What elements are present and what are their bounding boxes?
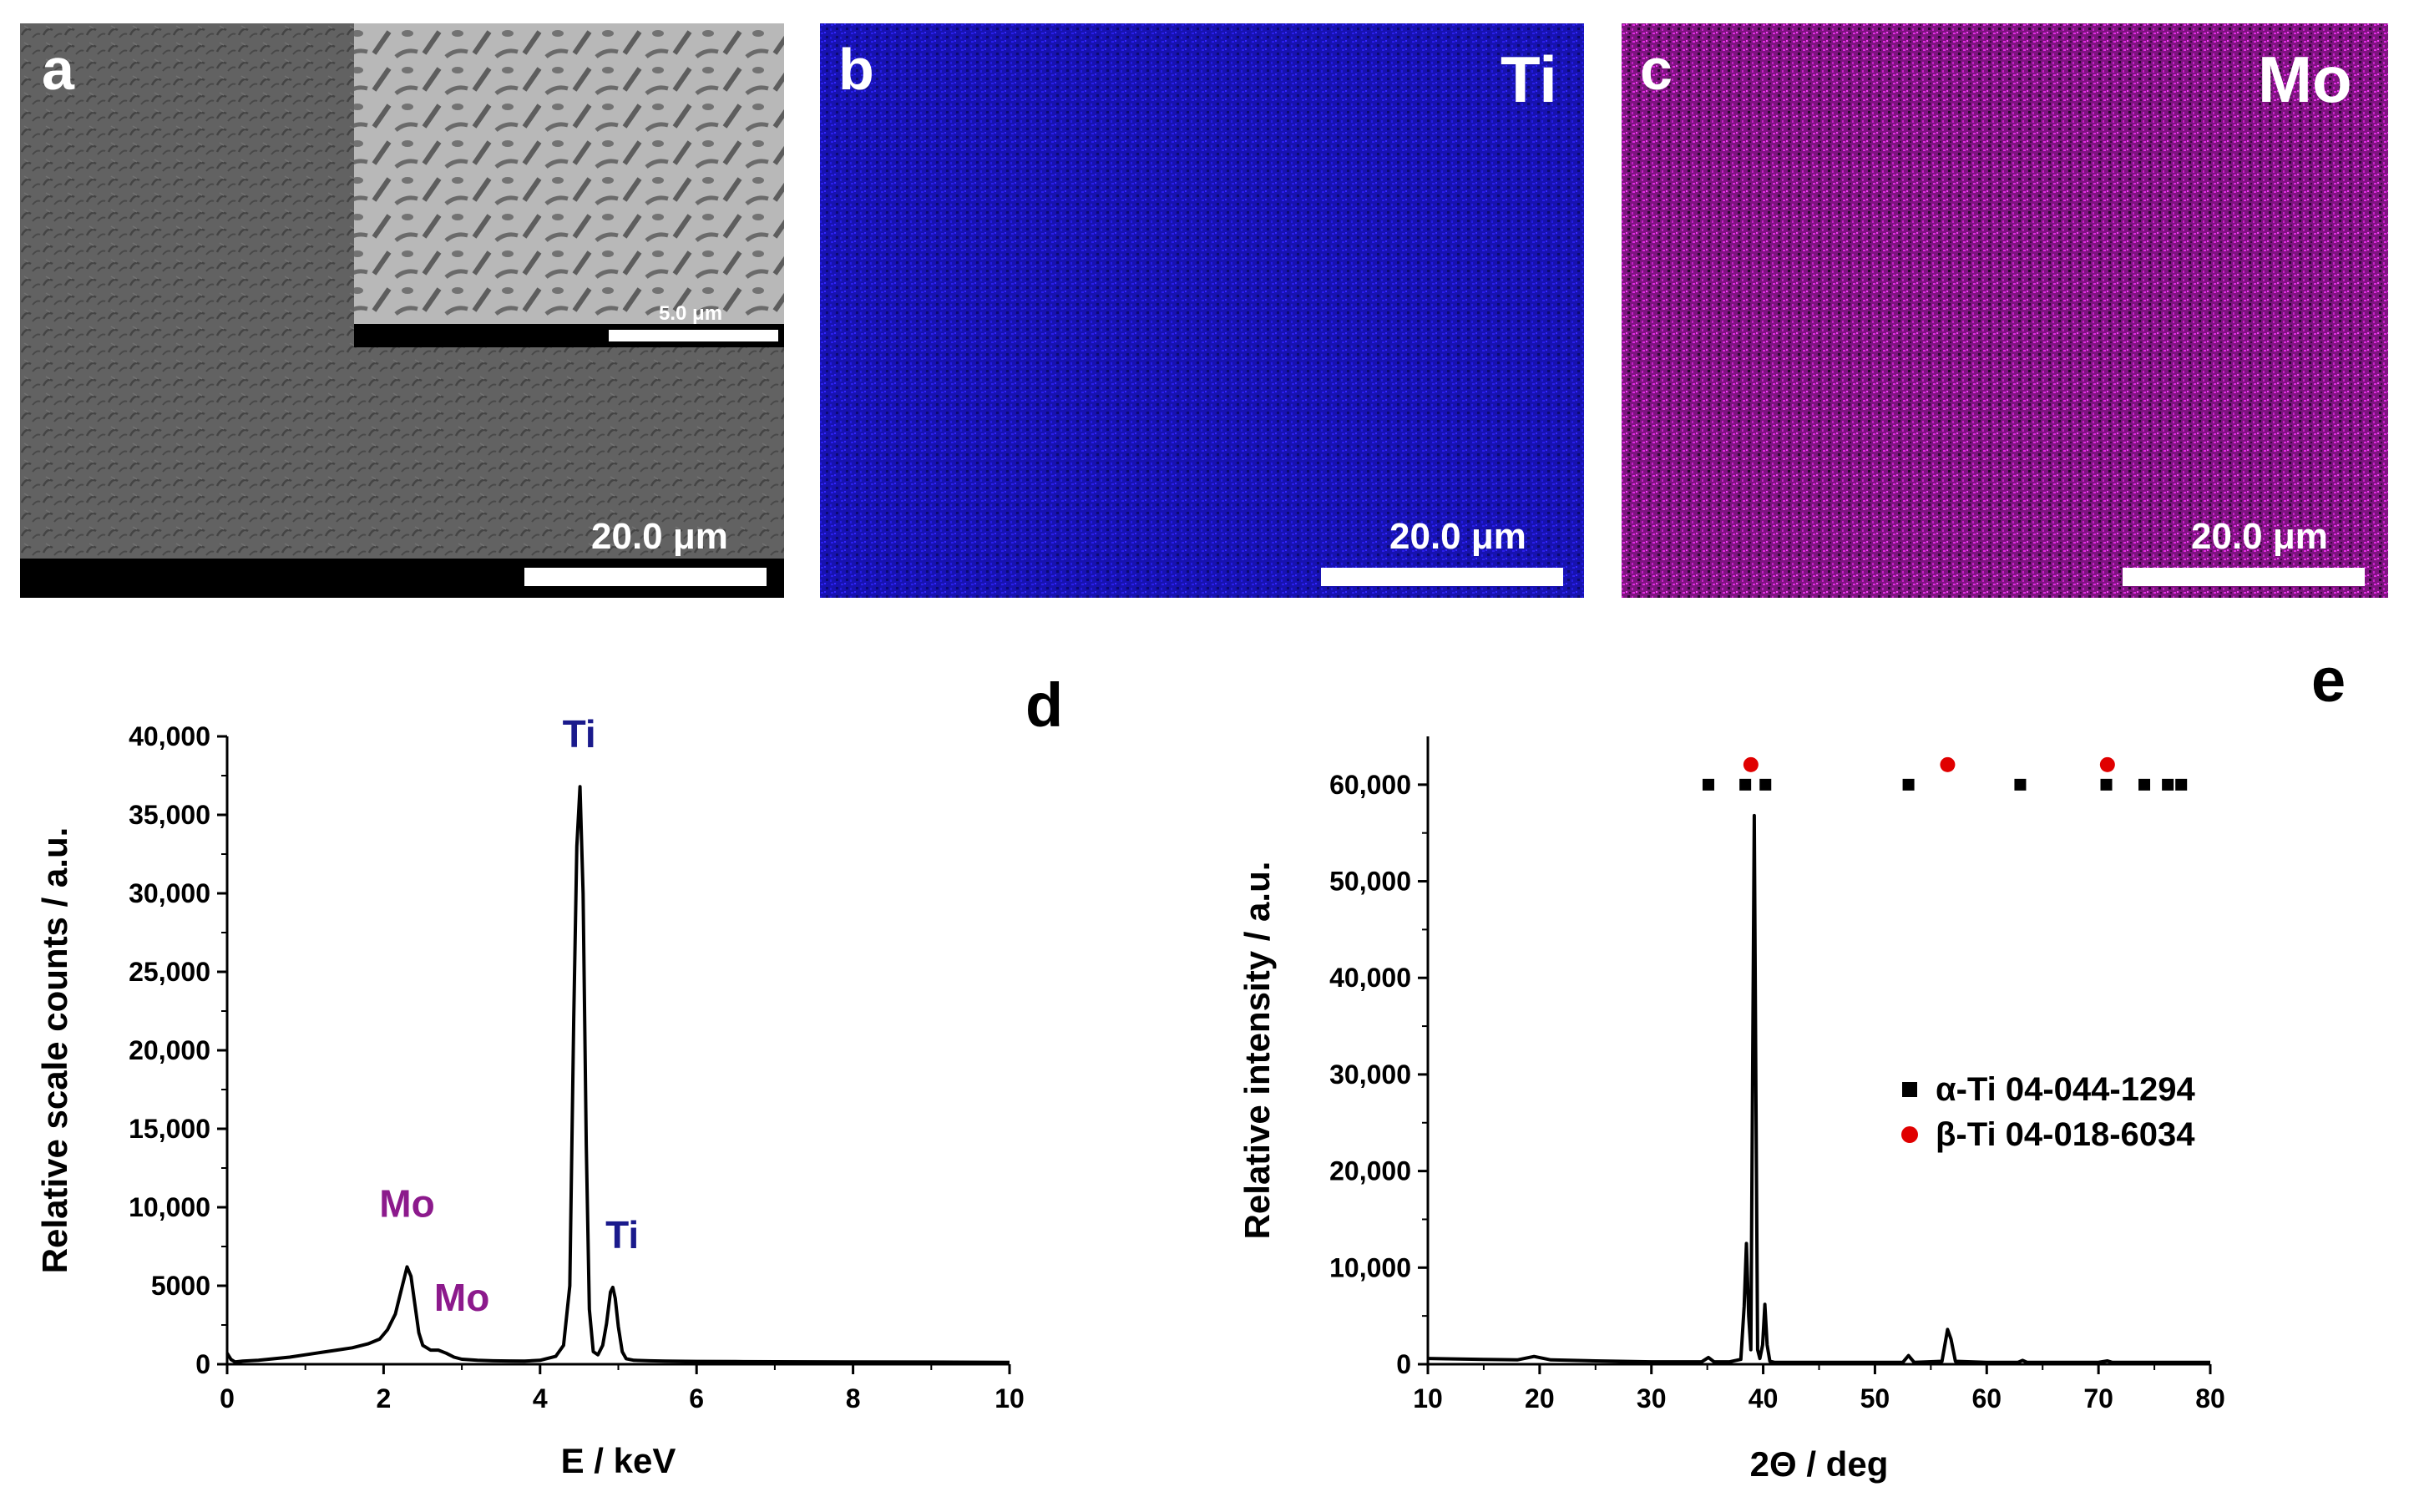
scale-bar-label: 20.0 μm [2191, 516, 2328, 557]
chart-e: 10 20 30 40 50 60 70 80 0 10,000 20,000 30,000 40,00… [1237, 736, 2225, 1484]
inset-scale-bar [609, 330, 778, 341]
beta-ti-reference-marker [2099, 756, 2115, 772]
x-tick-label: 10 [1413, 1383, 1443, 1413]
peak-annotation: Mo [434, 1276, 489, 1319]
scale-bar [2123, 568, 2365, 586]
element-label-ti: Ti [1501, 43, 1557, 116]
panel-letter-d: d [1025, 670, 1064, 740]
x-tick-label: 8 [846, 1383, 861, 1413]
beta-ti-reference-marker [1743, 756, 1759, 772]
y-axis-label: Relative scale counts / a.u. [35, 827, 74, 1274]
x-axis-label: E / keV [561, 1441, 676, 1480]
sem-image-panel: a 5.0 μm 20.0 μm [20, 23, 784, 598]
y-tick-label: 50,000 [1329, 867, 1411, 897]
y-tick-label: 35,000 [129, 800, 210, 830]
x-tick-label: 10 [994, 1383, 1025, 1413]
x-tick-label: 20 [1525, 1383, 1555, 1413]
y-tick-label: 15,000 [129, 1114, 210, 1144]
scale-bar [524, 568, 767, 586]
series-line-0 [225, 785, 1010, 1364]
y-tick-label: 30,000 [129, 878, 210, 908]
alpha-ti-reference-marker [2100, 778, 2113, 791]
mo-element-map [1622, 23, 2388, 598]
ti-element-map [820, 23, 1584, 598]
legend-square-marker [1902, 1082, 1917, 1097]
x-axis-label: 2Θ / deg [1750, 1444, 1889, 1484]
legend-circle-marker [1901, 1126, 1918, 1143]
y-tick-label: 40,000 [129, 721, 210, 751]
beta-ti-reference-marker [1940, 756, 1956, 772]
panel-letter-c: c [1640, 37, 1673, 102]
element-label-mo: Mo [2258, 43, 2352, 116]
y-axis-label: Relative intensity / a.u. [1237, 862, 1277, 1240]
panel-letter-e: e [2311, 645, 2346, 715]
peak-annotation: Ti [563, 712, 596, 756]
alpha-ti-reference-marker [2175, 778, 2188, 791]
x-tick-label: 60 [1971, 1383, 2002, 1413]
x-tick-label: 0 [220, 1383, 235, 1413]
panel-letter-a: a [42, 37, 74, 102]
panel-letter-b: b [838, 37, 874, 102]
scale-bar [1321, 568, 1563, 586]
x-tick-label: 40 [1749, 1383, 1779, 1413]
peak-annotation: Mo [379, 1181, 434, 1225]
y-tick-label: 30,000 [1329, 1059, 1411, 1090]
alpha-ti-reference-marker [1902, 778, 1915, 791]
alpha-ti-reference-marker [2138, 778, 2151, 791]
y-tick-label: 20,000 [129, 1035, 210, 1065]
y-tick-label: 0 [1396, 1349, 1411, 1379]
y-tick-label: 25,000 [129, 957, 210, 987]
chart-d: 0 2 4 6 8 10 0 5000 10,000 15,000 20,000 25,000 30,0… [35, 712, 1025, 1480]
x-tick-label: 80 [2195, 1383, 2225, 1413]
alpha-ti-reference-marker [1702, 778, 1714, 791]
scale-bar-label: 20.0 μm [591, 516, 728, 557]
alpha-ti-reference-marker [2162, 778, 2174, 791]
y-tick-label: 20,000 [1329, 1156, 1411, 1186]
x-tick-label: 50 [1860, 1383, 1890, 1413]
x-tick-label: 70 [2083, 1383, 2113, 1413]
y-tick-label: 60,000 [1329, 770, 1411, 800]
series-line-0 [1427, 813, 2210, 1364]
peak-annotation: Ti [605, 1213, 639, 1257]
y-tick-label: 0 [195, 1349, 210, 1379]
x-tick-label: 30 [1637, 1383, 1667, 1413]
sem-inset-image [354, 23, 784, 345]
y-tick-label: 5000 [151, 1271, 210, 1301]
mo-eds-map-panel: c Mo 20.0 μm [1622, 23, 2388, 598]
alpha-ti-reference-marker [2014, 778, 2027, 791]
x-tick-label: 6 [689, 1383, 704, 1413]
alpha-ti-reference-marker [1759, 778, 1772, 791]
legend-label: β-Ti 04-018-6034 [1936, 1116, 2195, 1153]
y-tick-label: 40,000 [1329, 963, 1411, 993]
ti-eds-map-panel: b Ti 20.0 μm [820, 23, 1584, 598]
sem-micrograph [20, 23, 784, 598]
y-tick-label: 10,000 [129, 1192, 210, 1222]
inset-scale-bar-label: 5.0 μm [659, 302, 723, 325]
y-tick-label: 10,000 [1329, 1252, 1411, 1282]
x-tick-label: 4 [533, 1383, 548, 1413]
alpha-ti-reference-marker [1739, 778, 1752, 791]
scale-bar-label: 20.0 μm [1389, 516, 1526, 557]
legend-label: α-Ti 04-044-1294 [1936, 1071, 2195, 1108]
x-tick-label: 2 [377, 1383, 392, 1413]
